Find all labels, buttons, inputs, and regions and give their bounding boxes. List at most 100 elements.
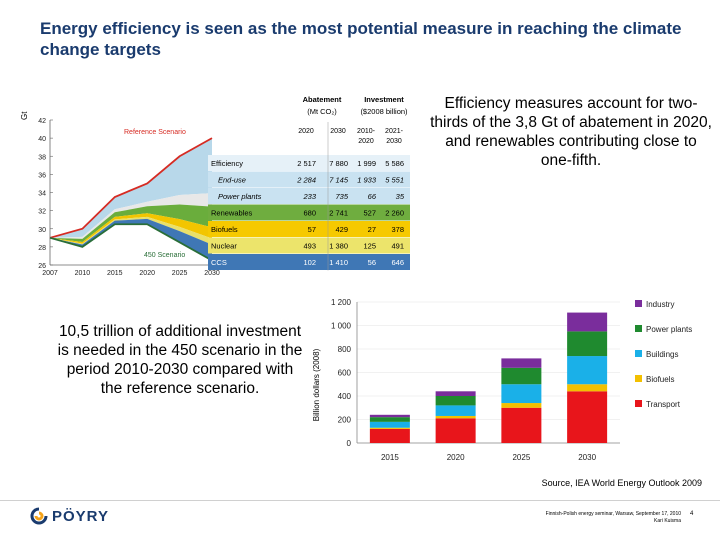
bar-segment (501, 384, 542, 404)
x-axis-ticks: 2015 2020 2025 2030 (381, 453, 597, 462)
table-cell: 2 260 (385, 209, 404, 218)
x-tick-label: 2020 (447, 453, 465, 462)
table-row-label: Biofuels (211, 225, 238, 234)
450-scenario-line (49, 223, 213, 262)
abatement-wedge (50, 193, 212, 239)
table-cell: 66 (368, 192, 377, 201)
legend-label: Transport (646, 400, 681, 409)
bar-segment (369, 428, 410, 443)
y-tick-label: 1 000 (331, 322, 352, 331)
y-tick-label: 1 200 (331, 298, 352, 307)
bars (369, 312, 608, 443)
table-cell: 1 380 (329, 242, 348, 251)
investment-bar-chart: Billion dollars (2008) 0 200 400 600 800 1 00… (312, 298, 692, 462)
table-row-label: Renewables (211, 209, 253, 218)
bar-segment (567, 331, 608, 357)
efficiency-summary-text: Efficiency measures account for two-thir… (430, 95, 712, 169)
bar-segment (501, 407, 542, 443)
abatement-wedge (50, 216, 212, 245)
investment-summary-text: 10,5 trillion of additional investment i… (57, 323, 303, 397)
page-number: 4 (690, 511, 694, 517)
table-row-label: End-use (218, 176, 246, 185)
legend: Industry Power plants Buildings Biofuels Tra… (635, 300, 692, 409)
bar-segment (501, 358, 542, 368)
table-row (208, 204, 410, 221)
legend-swatch (635, 400, 642, 407)
table-cell: 680 (303, 209, 316, 218)
table-cell: 491 (391, 242, 404, 251)
page-title: Energy efficiency is seen as the most po… (40, 19, 682, 59)
table-row (208, 254, 410, 270)
y-tick-label: 32 (38, 209, 46, 216)
y-tick-label: 30 (38, 227, 46, 234)
table-cell: 125 (363, 242, 376, 251)
table-cell: 1 933 (357, 176, 377, 185)
bar-segment (435, 391, 476, 396)
table-cell: 5 586 (385, 159, 404, 168)
y-tick-label: 200 (338, 416, 352, 425)
y-tick-label: 40 (38, 136, 46, 143)
axis-label: Gt (20, 111, 29, 120)
table-cell: 7 145 (329, 176, 349, 185)
x-tick-label: 2007 (42, 270, 58, 277)
table-cell: 57 (308, 225, 316, 234)
legend-label: Buildings (646, 350, 678, 359)
reference-scenario-line (49, 137, 213, 239)
y-tick-label: 26 (38, 263, 46, 270)
x-tick-label: 2020 (139, 270, 155, 277)
450-scenario-label: 450 Scenario (144, 252, 185, 259)
bar-segment (567, 312, 608, 332)
table-header-investment-unit: ($2008 billion) (360, 107, 408, 116)
table-column-header: 2021- (385, 128, 404, 135)
table-column-header: 2030 (386, 138, 402, 145)
table-cell: 2 284 (296, 176, 316, 185)
table-header-abatement-unit: (Mt CO₂) (307, 107, 337, 116)
table-cell: 2 517 (297, 159, 316, 168)
table-cell: 527 (363, 209, 376, 218)
y-tick-label: 800 (338, 345, 352, 354)
footer-event: Finnish-Polish energy seminar, Warsaw, S… (545, 511, 681, 517)
abatement-wedge (50, 218, 212, 261)
abatement-wedge (50, 204, 212, 242)
bar-segment (435, 418, 476, 443)
table-row (208, 188, 410, 204)
logo-text: PÖYRY (52, 507, 109, 525)
axis-label: Billion dollars (2008) (312, 348, 321, 421)
x-axis-ticks: 2007 2010 2015 2020 2025 2030 (42, 270, 220, 277)
abatement-wedge (50, 213, 212, 244)
x-tick-label: 2015 (381, 453, 399, 462)
table-cell: 56 (368, 258, 376, 267)
abatement-investment-table: Abatement (Mt CO₂) Investment ($2008 billio… (208, 95, 410, 271)
legend-swatch (635, 375, 642, 382)
source-text: Source, IEA World Energy Outlook 2009 (541, 478, 702, 488)
table-row-label: Power plants (218, 192, 262, 201)
table-cell: 233 (302, 192, 316, 201)
table-cell: 7 880 (329, 159, 348, 168)
y-tick-label: 28 (38, 245, 46, 252)
bar-segment (369, 414, 410, 418)
footer-author: Kari Kuisma (654, 518, 681, 524)
legend-label: Biofuels (646, 375, 674, 384)
y-tick-label: 0 (347, 439, 352, 448)
table-row (208, 155, 410, 171)
legend-label: Power plants (646, 325, 692, 334)
poyry-logo-icon (30, 507, 48, 525)
bar-segment (567, 384, 608, 392)
x-tick-label: 2015 (107, 270, 123, 277)
bar-segment (501, 403, 542, 408)
table-row-label: Nuclear (211, 242, 237, 251)
legend-label: Industry (646, 300, 674, 309)
table-cell: 646 (391, 258, 404, 267)
table-cell: 5 551 (385, 176, 404, 185)
y-tick-label: 400 (338, 392, 352, 401)
legend-swatch (635, 350, 642, 357)
table-header-abatement: Abatement (303, 95, 342, 104)
table-cell: 2 741 (329, 209, 348, 218)
poyry-logo: PÖYRY (30, 507, 109, 525)
table-cell: 1 999 (357, 159, 376, 168)
bar-segment (435, 405, 476, 416)
y-tick-label: 600 (338, 369, 352, 378)
bar-segment (567, 391, 608, 443)
x-tick-label: 2025 (172, 270, 188, 277)
footer-meta: Finnish-Polish energy seminar, Warsaw, S… (505, 511, 681, 525)
